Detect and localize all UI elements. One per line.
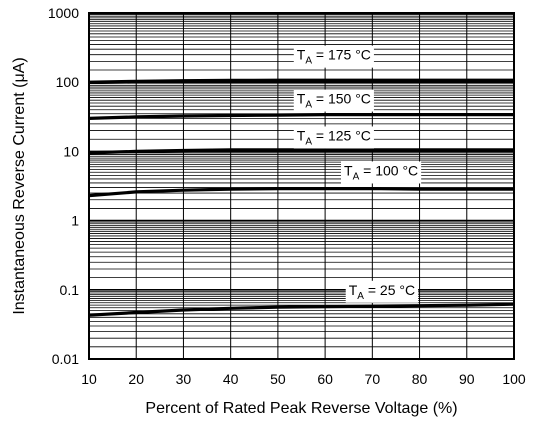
- x-tick-label: 50: [270, 371, 286, 387]
- grid: [89, 13, 514, 359]
- curve-label-text: TA = 100 °C: [344, 162, 418, 182]
- curve-label-symbol: T: [297, 47, 306, 63]
- x-tick-label: 70: [365, 371, 381, 387]
- curve-label-1: TA = 150 °C: [293, 89, 374, 112]
- curve-label-text: TA = 175 °C: [297, 47, 371, 67]
- curve-label-background: [293, 89, 374, 112]
- data-curves: [88, 78, 515, 317]
- curve-label-3: TA = 100 °C: [341, 161, 422, 184]
- curve-label-text: TA = 25 °C: [349, 282, 415, 302]
- curve-label-text: TA = 150 °C: [297, 91, 371, 111]
- curve-series-4: [88, 302, 515, 317]
- curve-label-subscript: A: [353, 171, 360, 182]
- curve-labels: TA = 175 °CTA = 150 °CTA = 125 °CTA = 10…: [293, 45, 422, 303]
- x-tick-label: 80: [412, 371, 428, 387]
- curve-label-symbol: T: [297, 91, 306, 107]
- x-tick-label: 10: [81, 371, 97, 387]
- x-tick-label: 90: [459, 371, 475, 387]
- curve-label-value: = 100 °C: [359, 162, 418, 178]
- x-axis-title: Percent of Rated Peak Reverse Voltage (%…: [145, 400, 457, 417]
- curve-label-subscript: A: [357, 291, 364, 302]
- curve-label-2: TA = 125 °C: [293, 126, 374, 149]
- x-tick-label: 20: [128, 371, 144, 387]
- x-tick-label: 40: [223, 371, 239, 387]
- tick-labels: 10 20 30 40 50 60 70 80 90 100 0.01 0.1 1 10 100 1000: [48, 5, 526, 387]
- curve-label-0: TA = 175 °C: [293, 45, 374, 68]
- curve-series-2: [88, 148, 514, 155]
- y-axis-title: Instantaneous Reverse Current (μA): [11, 57, 28, 314]
- curve-series-1: [88, 113, 514, 120]
- curve-series-0: [88, 78, 514, 84]
- curve-label-subscript: A: [305, 56, 312, 67]
- curve-label-text: TA = 125 °C: [297, 127, 371, 147]
- y-tick-label: 1: [71, 213, 79, 229]
- curve-label-symbol: T: [344, 162, 353, 178]
- y-tick-label: 10: [63, 143, 79, 159]
- plot-frame: [88, 12, 515, 360]
- curve-label-background: [345, 280, 419, 303]
- curve-label-value: = 125 °C: [312, 127, 371, 143]
- curve-label-subscript: A: [305, 136, 312, 147]
- curve-label-value: = 25 °C: [364, 282, 415, 298]
- curve-series-3: [88, 187, 514, 198]
- curve-label-value: = 175 °C: [312, 47, 371, 63]
- y-tick-label: 1000: [48, 5, 79, 21]
- x-tick-label: 30: [176, 371, 192, 387]
- curve-label-value: = 150 °C: [312, 91, 371, 107]
- x-tick-label: 60: [317, 371, 333, 387]
- y-tick-label: 100: [56, 74, 80, 90]
- curve-label-symbol: T: [297, 127, 306, 143]
- curve-label-subscript: A: [305, 100, 312, 111]
- curve-label-background: [293, 126, 374, 149]
- curve-label-background: [341, 161, 422, 184]
- curve-label-background: [293, 45, 374, 68]
- curve-label-4: TA = 25 °C: [345, 280, 419, 303]
- x-tick-label: 100: [502, 371, 526, 387]
- curve-label-symbol: T: [349, 282, 358, 298]
- y-tick-label: 0.01: [52, 351, 79, 367]
- y-tick-label: 0.1: [60, 282, 80, 298]
